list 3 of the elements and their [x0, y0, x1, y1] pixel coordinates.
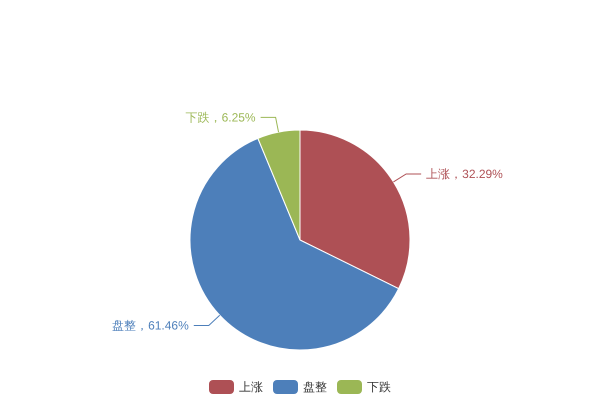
legend-label: 盘整 [303, 380, 327, 394]
legend-label: 下跌 [367, 380, 391, 394]
legend-label: 上涨 [239, 380, 263, 394]
